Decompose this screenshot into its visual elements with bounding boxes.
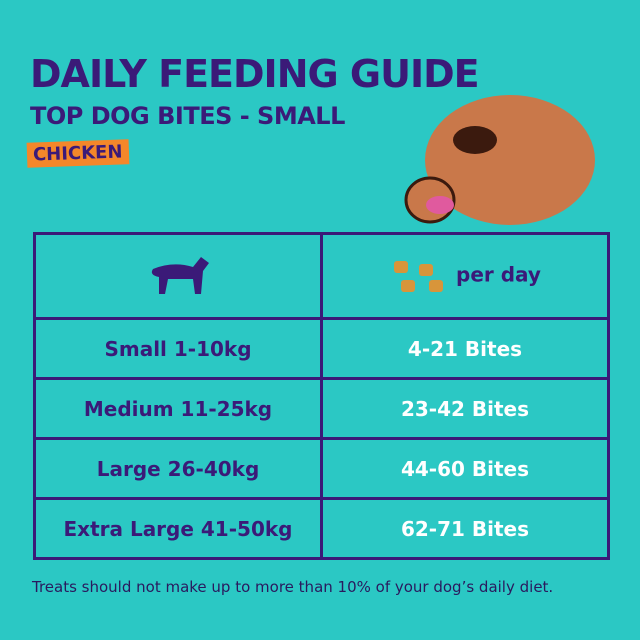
table-row: Extra Large 41-50kg 62-71 Bites (33, 497, 610, 560)
feeding-table: per day Small 1-10kg 4-21 Bites Medium 11-… (33, 232, 610, 560)
title: DAILY FEEDING GUIDE (30, 52, 480, 96)
weight-cell: Large 26-40kg (33, 437, 323, 500)
per-day-cell: per day (320, 232, 610, 320)
weight-cell: Small 1-10kg (33, 317, 323, 380)
dog-icon-cell (33, 232, 323, 320)
weight-cell: Extra Large 41-50kg (33, 497, 323, 560)
dog-icon (151, 256, 209, 294)
weight-cell: Medium 11-25kg (33, 377, 323, 440)
bites-cell: 44-60 Bites (320, 437, 610, 500)
dog-illustration (404, 95, 595, 225)
bites-cell: 4-21 Bites (320, 317, 610, 380)
per-day-label: per day (456, 262, 541, 287)
table-row: Small 1-10kg 4-21 Bites (33, 317, 610, 380)
flavor-tag: CHICKEN (26, 139, 129, 168)
footnote: Treats should not make up to more than 1… (32, 578, 554, 596)
bites-icon (394, 261, 444, 292)
table-row: Medium 11-25kg 23-42 Bites (33, 377, 610, 440)
table-row: Large 26-40kg 44-60 Bites (33, 437, 610, 500)
subtitle: TOP DOG BITES - SMALL (30, 102, 345, 130)
bites-cell: 23-42 Bites (320, 377, 610, 440)
bites-cell: 62-71 Bites (320, 497, 610, 560)
